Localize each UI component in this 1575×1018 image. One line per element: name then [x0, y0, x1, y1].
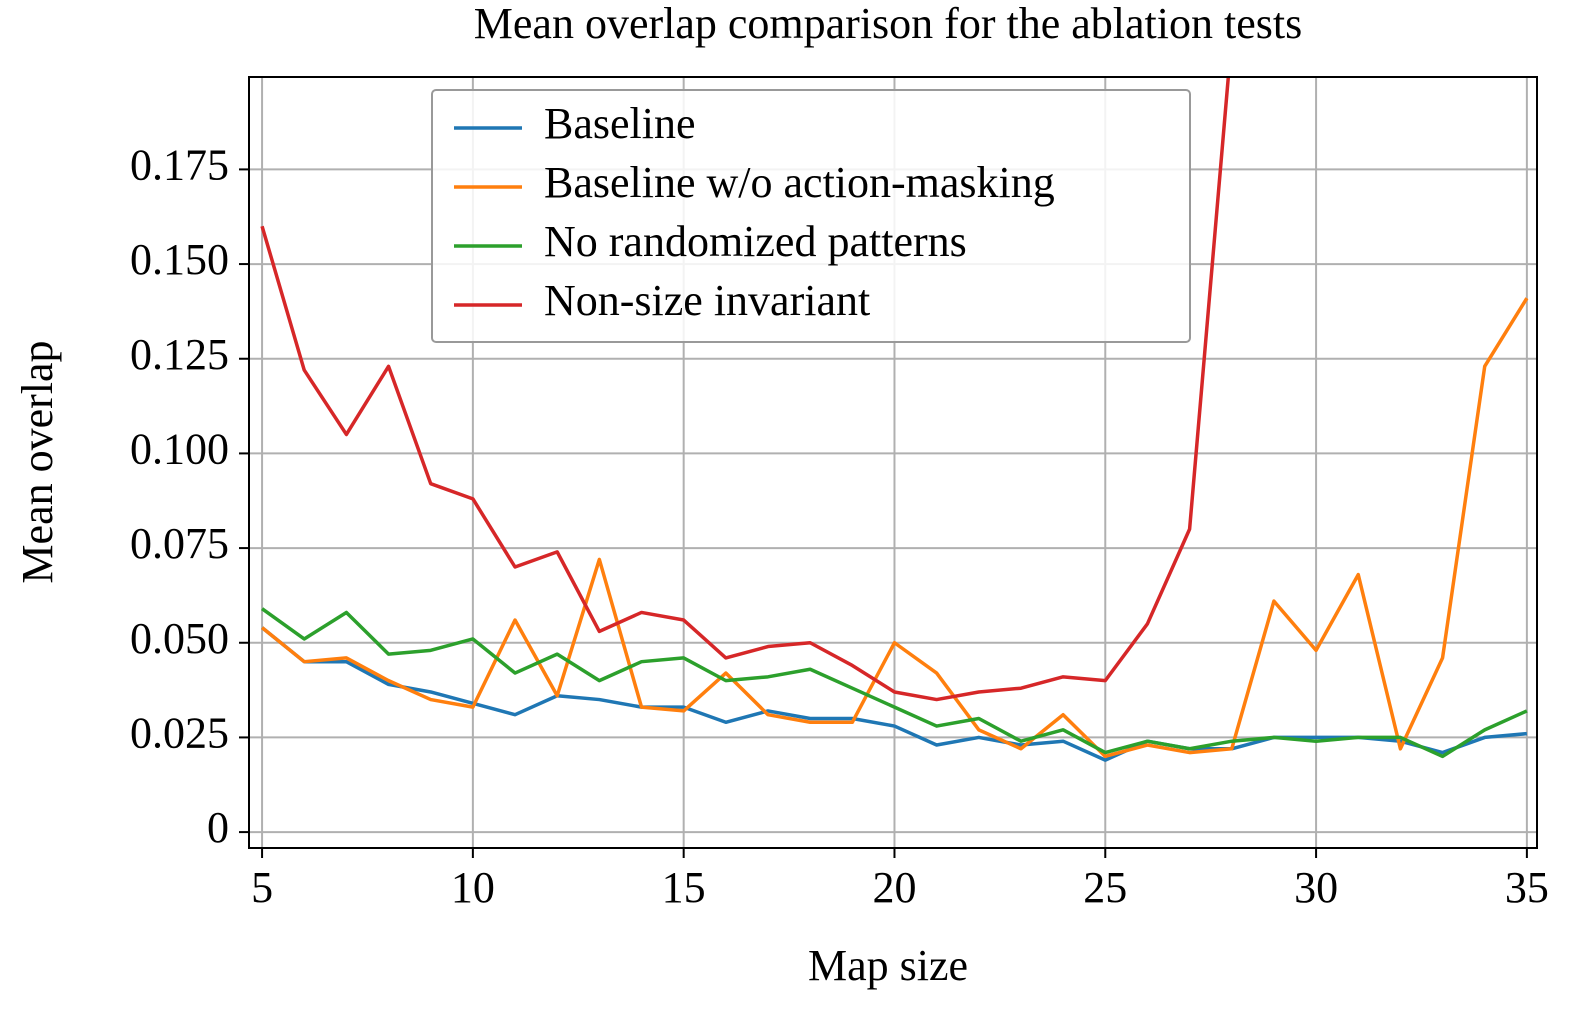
x-tick-label: 30 — [1294, 863, 1338, 912]
y-tick-label: 0.175 — [130, 140, 229, 189]
x-tick-label: 20 — [872, 863, 916, 912]
x-tick-label: 35 — [1505, 863, 1549, 912]
y-tick-label: 0.050 — [130, 614, 229, 663]
series-line — [260, 77, 1231, 702]
y-tick-label: 0.025 — [130, 709, 229, 758]
legend-box — [431, 89, 1191, 343]
series-line — [260, 297, 1529, 759]
y-tick-label: 0.100 — [130, 425, 229, 474]
y-tick-label: 0.125 — [130, 330, 229, 379]
x-tick-label: 15 — [662, 863, 706, 912]
legend-label: Baseline — [544, 99, 696, 148]
y-tick-label: 0.150 — [130, 235, 229, 284]
plot-frame — [248, 76, 1538, 849]
x-axis-label: Map size — [808, 941, 968, 990]
y-axis-label: Mean overlap — [13, 340, 62, 583]
plot-area — [260, 77, 1529, 762]
legend-label: No randomized patterns — [544, 217, 967, 266]
series-line — [261, 607, 1528, 759]
x-tick-label: 5 — [251, 863, 273, 912]
y-tick-label: 0 — [207, 803, 229, 852]
legend-label: Non-size invariant — [544, 276, 870, 325]
x-tick-label: 10 — [451, 863, 495, 912]
legend-label: Baseline w/o action-masking — [544, 158, 1055, 207]
chart-title: Mean overlap comparison for the ablation… — [474, 0, 1302, 48]
y-tick-label: 0.075 — [130, 519, 229, 568]
x-tick-label: 25 — [1083, 863, 1127, 912]
